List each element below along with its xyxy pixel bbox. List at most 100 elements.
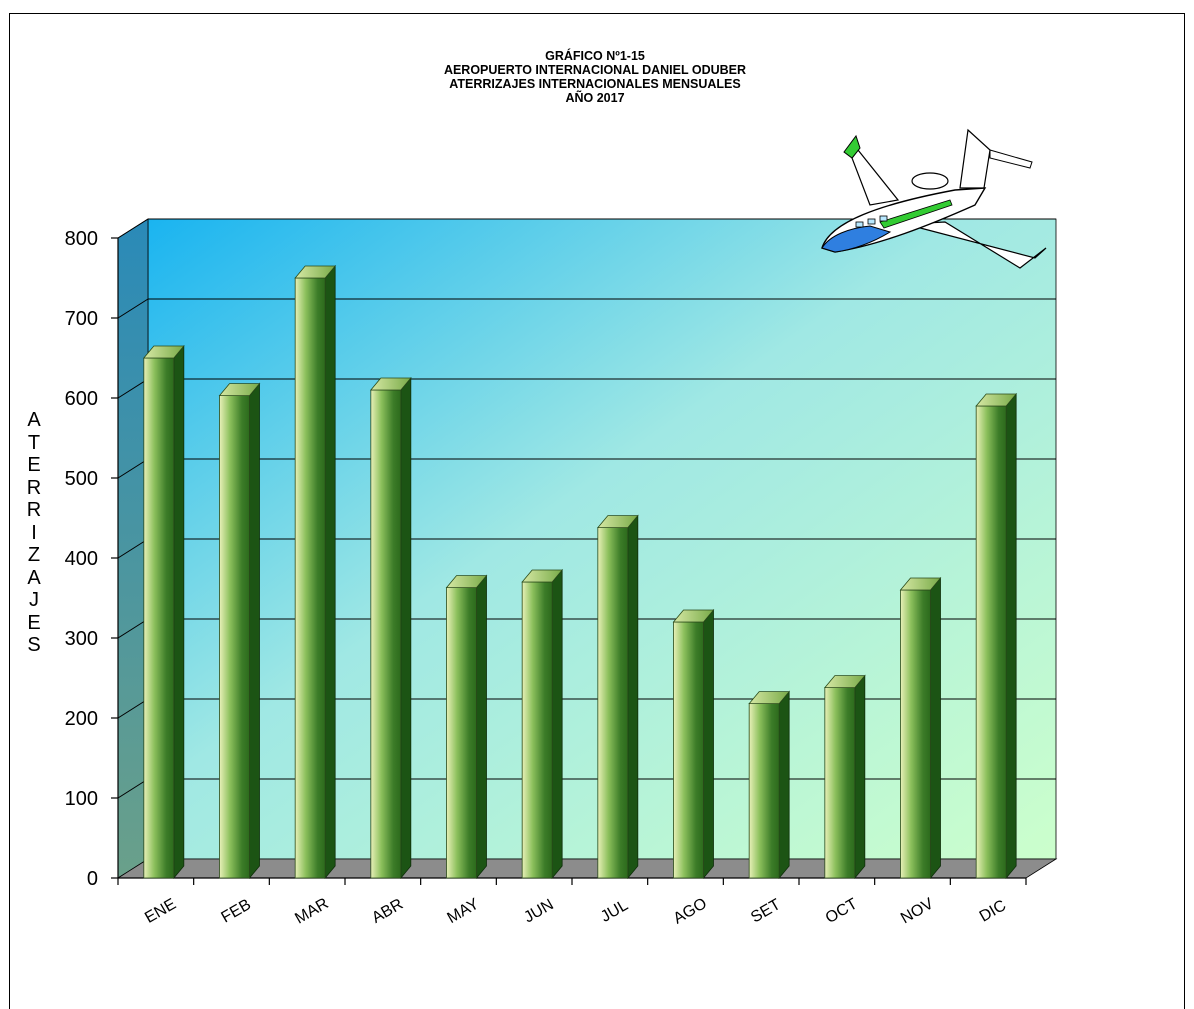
bar-jul (596, 514, 639, 880)
title-line-3: ATERRIZAJES INTERNACIONALES MENSUALES (449, 77, 741, 91)
gridline-side (117, 778, 149, 799)
bar-dic (975, 392, 1018, 880)
bar-top (899, 577, 942, 591)
y-axis-label-letter: E (27, 611, 41, 634)
y-axis-label-letter: J (29, 589, 39, 611)
plane-window (867, 218, 876, 225)
bar-side (930, 576, 941, 880)
bar-nov (899, 576, 942, 880)
bar-abr (369, 376, 412, 880)
bar-top (445, 575, 488, 588)
x-tick-label: ABR (369, 896, 406, 927)
y-axis-label-letter: T (27, 431, 41, 454)
bar-feb (218, 382, 261, 880)
x-tick-label: ENE (142, 896, 179, 927)
bar-top (672, 609, 715, 623)
plane-window (855, 221, 864, 228)
bar-side (551, 568, 563, 880)
plane-far-wing (851, 149, 900, 206)
gridline-side (117, 698, 149, 719)
bar-front (975, 405, 1007, 879)
y-axis-label-letter: E (27, 454, 41, 476)
x-tick-label: AGO (671, 895, 710, 928)
title-line-2: AEROPUERTO INTERNACIONAL DANIEL ODUBER (443, 63, 747, 77)
bar-front (824, 687, 856, 879)
title-line-1: GRÁFICO Nº1-15 (545, 49, 645, 63)
x-tick-label: OCT (823, 895, 861, 927)
bar-side (476, 574, 487, 880)
bar-side (249, 382, 260, 880)
y-tick-label: 800 (65, 228, 98, 250)
bar-front (143, 357, 175, 879)
gridline-side (117, 458, 149, 479)
bar-front (294, 277, 326, 879)
bar-side (703, 608, 714, 880)
y-tick-label: 300 (65, 628, 98, 650)
bar-side (324, 264, 336, 880)
y-tick-label: 200 (65, 708, 98, 730)
bar-front (370, 389, 402, 879)
plane-near-wing (904, 221, 1047, 269)
bar-may (445, 574, 488, 880)
x-tick-label: SET (748, 896, 784, 926)
bar-front (521, 581, 553, 879)
bar-ago (672, 608, 715, 880)
plane-window (879, 215, 888, 222)
bar-ene (142, 344, 185, 880)
bar-front (673, 621, 704, 879)
y-axis-label-letter: Z (27, 544, 41, 566)
y-tick-label: 0 (87, 868, 98, 890)
bar-front (900, 589, 931, 879)
bar-front (219, 395, 250, 879)
bars (142, 264, 1018, 880)
bar-top (294, 265, 337, 279)
bar-mar (294, 264, 337, 880)
y-axis-label-letter: A (27, 409, 41, 431)
bar-side (627, 514, 639, 880)
chart-title: GRÁFICO Nº1-15 AEROPUERTO INTERNACIONAL … (330, 49, 860, 105)
bar-top (823, 675, 866, 688)
x-tick-label: JUN (521, 896, 556, 926)
plane-stripe (879, 199, 953, 229)
bar-side (173, 344, 185, 880)
bar-top (975, 393, 1018, 407)
y-axis-label-letter: A (27, 566, 41, 589)
bar-front (748, 703, 780, 879)
y-axis-label-letter: R (26, 499, 42, 521)
x-tick-label: MAR (292, 895, 331, 928)
plane-stabilizer (989, 149, 1033, 169)
y-tick-label: 600 (65, 388, 98, 410)
y-tick-label: 400 (65, 548, 98, 570)
x-tick-label: MAY (445, 895, 483, 927)
y-tick-label: 500 (65, 468, 98, 490)
bar-side (854, 674, 866, 880)
plane-belly (821, 225, 892, 253)
plane-wingtip (843, 134, 861, 159)
bar-side (1005, 392, 1017, 880)
bar-oct (823, 674, 866, 880)
x-tick-label: JUL (598, 897, 631, 926)
bar-front (446, 587, 477, 879)
x-tick-label: NOV (898, 895, 937, 927)
bar-top (521, 569, 564, 583)
plane-engine (911, 172, 949, 190)
airplane-icon (821, 128, 1047, 269)
bar-side (400, 376, 412, 880)
bar-side (778, 690, 790, 880)
y-axis-label-letter: I (31, 521, 37, 544)
y-tick-label: 700 (65, 308, 98, 330)
plane-tail (959, 128, 991, 189)
gridline-side (117, 618, 149, 639)
y-tick-label: 100 (65, 788, 98, 810)
gridline-side (117, 378, 149, 399)
bar-front (597, 527, 629, 879)
x-tick-label: DIC (977, 897, 1009, 926)
gridline-side (117, 538, 149, 559)
title-line-4: AÑO 2017 (565, 91, 625, 105)
bar-top (748, 691, 791, 704)
x-tick-label: FEB (219, 896, 254, 926)
axes (111, 237, 1027, 885)
